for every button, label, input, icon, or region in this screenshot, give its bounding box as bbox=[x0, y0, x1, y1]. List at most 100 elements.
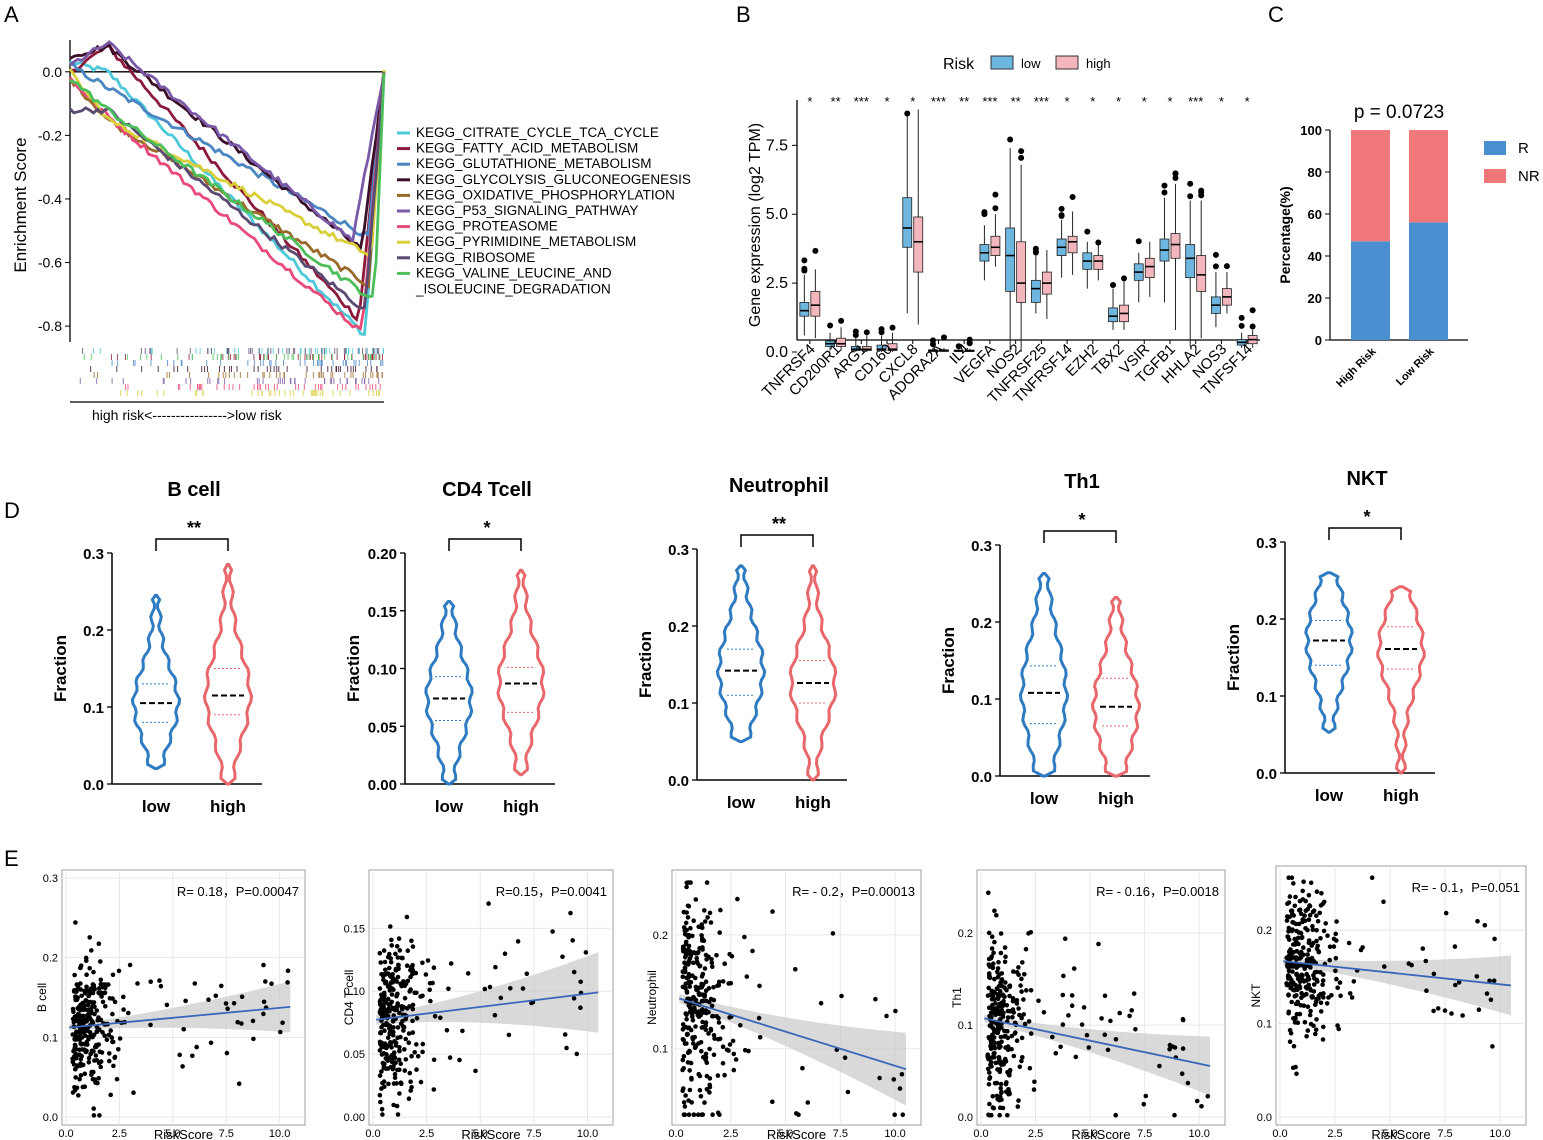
panel-e-point bbox=[112, 1055, 117, 1061]
panel-e-point bbox=[72, 1085, 77, 1090]
panel-e-point bbox=[1301, 993, 1307, 998]
panel-e-xtick-label: 0.0 bbox=[1272, 1128, 1287, 1140]
panel-e-point bbox=[684, 880, 690, 886]
panel-d-ytick-label: 0.0 bbox=[1256, 766, 1277, 783]
panel-e-point bbox=[683, 920, 689, 926]
panel-e-point bbox=[251, 1036, 256, 1042]
panel-e-point bbox=[998, 950, 1004, 956]
panel-e-point bbox=[716, 1015, 721, 1021]
panel-e-point bbox=[1297, 950, 1302, 956]
panel-e-point bbox=[116, 1047, 121, 1052]
panel-e-point bbox=[1325, 933, 1330, 938]
panel-b-ytick-label: 5.0 bbox=[766, 206, 788, 223]
panel-e-point bbox=[720, 1061, 726, 1066]
panel-e-point bbox=[394, 944, 400, 949]
panel-e-point bbox=[1310, 959, 1315, 965]
panel-e-point bbox=[72, 1042, 78, 1048]
panel-a-legend-label: KEGG_VALINE_LEUCINE_AND bbox=[416, 265, 612, 280]
panel-e-point bbox=[90, 1076, 96, 1082]
panel-e-point bbox=[700, 971, 706, 977]
panel-e-point bbox=[192, 981, 198, 986]
panel-b-legend-low-swatch bbox=[990, 55, 1014, 70]
panel-e-point bbox=[999, 1090, 1004, 1096]
panel-e-point bbox=[682, 1041, 688, 1046]
panel-e-point bbox=[693, 1024, 698, 1029]
panel-e-point bbox=[1002, 959, 1008, 965]
panel-b-significance: * bbox=[884, 94, 889, 109]
panel-e-point bbox=[378, 960, 384, 965]
panel-e-point bbox=[992, 1029, 997, 1035]
panel-e-point bbox=[998, 1081, 1004, 1087]
panel-e-point bbox=[877, 1075, 882, 1081]
panel-e-point bbox=[703, 1051, 709, 1057]
panel-e-point bbox=[1287, 1039, 1293, 1044]
panel-b-outlier bbox=[1058, 205, 1065, 212]
panel-e-point bbox=[98, 981, 104, 987]
panel-d-violin bbox=[130, 593, 182, 771]
panel-e-point bbox=[686, 1025, 692, 1030]
panel-e-point bbox=[390, 1005, 396, 1011]
panel-a-legend-label: KEGG_PROTEASOME bbox=[416, 219, 558, 234]
panel-c-bar-r bbox=[1351, 241, 1390, 340]
panel-e-point bbox=[757, 1035, 763, 1040]
panel-b-ytick-label: 7.5 bbox=[766, 137, 788, 154]
panel-e-point bbox=[716, 983, 722, 988]
panel-b-outlier bbox=[1172, 174, 1179, 181]
panel-e-point bbox=[91, 1113, 97, 1118]
panel-e-point bbox=[410, 1018, 415, 1024]
panel-e-point bbox=[1016, 1006, 1021, 1011]
panel-e-point bbox=[73, 994, 78, 1000]
panel-e-point bbox=[988, 1043, 993, 1049]
panel-e-point bbox=[1369, 875, 1375, 880]
panel-d-ytick-label: 0.15 bbox=[368, 604, 397, 621]
panel-d-title: Neutrophil bbox=[729, 475, 829, 497]
panel-e-point bbox=[707, 999, 712, 1005]
panel-b-significance: * bbox=[1167, 94, 1172, 109]
panel-e-point bbox=[391, 1064, 396, 1070]
panel-e-point bbox=[730, 1038, 736, 1044]
panel-e-point bbox=[684, 884, 689, 890]
panel-d-ytick-label: 0.3 bbox=[971, 538, 992, 555]
panel-e-point bbox=[697, 1087, 703, 1093]
panel-b-significance: *** bbox=[931, 94, 946, 109]
panel-e-point bbox=[409, 938, 414, 944]
panel-e-point bbox=[398, 1080, 404, 1085]
panel-b-outlier bbox=[1238, 314, 1245, 321]
panel-e-xtick-label: 7.5 bbox=[1137, 1128, 1152, 1140]
panel-e-point bbox=[1290, 981, 1295, 987]
panel-e-point bbox=[685, 903, 691, 909]
panel-label-b: B bbox=[736, 2, 751, 27]
panel-b-ytick-label: 2.5 bbox=[766, 275, 788, 292]
panel-e-point bbox=[180, 1064, 185, 1069]
panel-e-point bbox=[1020, 1055, 1025, 1060]
panel-e-point bbox=[1310, 923, 1315, 929]
panel-e-point bbox=[1001, 1002, 1007, 1008]
panel-e-point bbox=[395, 955, 401, 960]
panel-b-outlier bbox=[1032, 245, 1039, 252]
panel-e-point bbox=[1003, 1081, 1009, 1087]
panel-e-point bbox=[1297, 983, 1302, 989]
panel-e-ytick-label: 0.1 bbox=[43, 1032, 58, 1044]
panel-e-point bbox=[694, 956, 699, 961]
panel-e-point bbox=[700, 1019, 705, 1025]
panel-e-point bbox=[1014, 1038, 1020, 1043]
panel-e-xtick-label: 2.5 bbox=[1327, 1128, 1342, 1140]
panel-e-point bbox=[108, 1028, 113, 1033]
panel-e-point bbox=[396, 962, 401, 968]
panel-e-point bbox=[991, 1105, 997, 1111]
panel-e-point bbox=[82, 1006, 87, 1012]
panel-e-point bbox=[1028, 1031, 1034, 1036]
panel-e-point bbox=[224, 1050, 230, 1056]
panel-a-xlabel: high risk<---------------->low risk bbox=[92, 407, 283, 423]
panel-e-point bbox=[1321, 1024, 1326, 1030]
panel-e-point bbox=[94, 1008, 100, 1013]
panel-e-point bbox=[685, 1060, 691, 1065]
panel-e-point bbox=[690, 1017, 696, 1023]
panel-e-point bbox=[1351, 979, 1357, 984]
panel-e-annotation: R= - 0.16，P=0.0018 bbox=[1096, 884, 1219, 899]
panel-e-point bbox=[410, 1006, 416, 1012]
panel-d-ylabel: Fraction bbox=[51, 635, 70, 702]
panel-d-xtick-label: high bbox=[1098, 789, 1134, 808]
panel-e-point bbox=[1327, 957, 1332, 963]
